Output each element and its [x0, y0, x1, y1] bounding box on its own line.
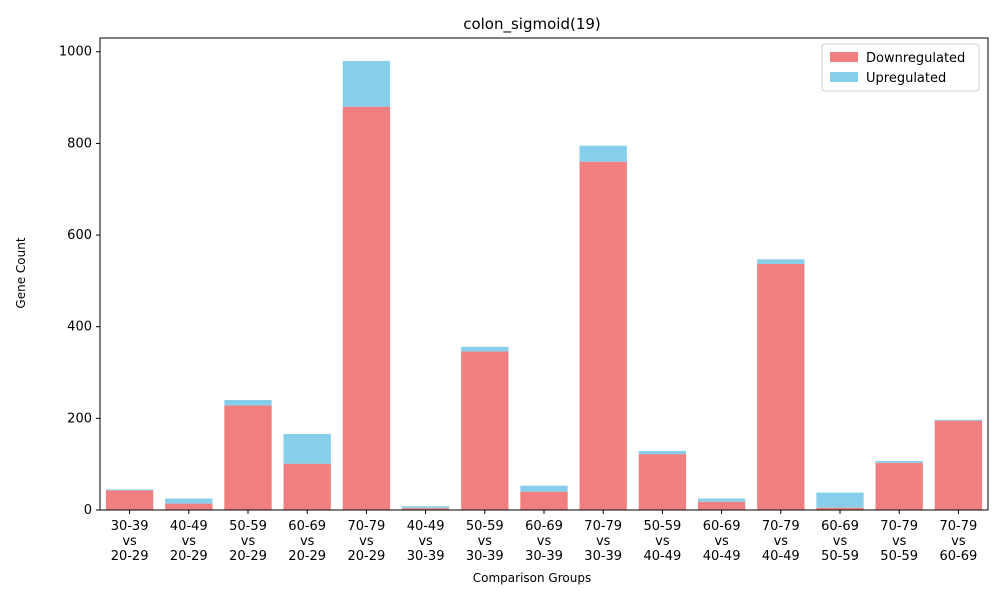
bar-upregulated-5 [401, 506, 450, 509]
x-axis-label: Comparison Groups [473, 571, 591, 585]
legend-swatch-upregulated [830, 72, 858, 82]
x-tick-label: vs [241, 534, 256, 549]
bar-upregulated-12 [816, 492, 864, 508]
x-tick-label: vs [596, 534, 611, 549]
legend-box [821, 43, 980, 92]
bar-upregulated-0 [105, 489, 154, 491]
x-tick-label: 20-29 [170, 549, 208, 564]
y-tick-label: 0 [84, 503, 92, 518]
bar-downregulated-13 [875, 462, 923, 510]
bar-upregulated-6 [461, 346, 509, 352]
bar-downregulated-9 [638, 454, 687, 510]
bar-upregulated-14 [934, 419, 983, 421]
x-tick-label: 70-79 [940, 519, 978, 534]
bar-downregulated-6 [461, 351, 509, 510]
x-tick-label: 70-79 [348, 519, 386, 534]
legend-label-downregulated: Downregulated [866, 51, 965, 66]
x-tick-label: 40-49 [703, 549, 741, 564]
bar-upregulated-9 [638, 450, 687, 455]
x-tick-label: 60-69 [288, 519, 326, 534]
x-tick-label: 60-69 [821, 519, 859, 534]
axes-layer: 0200400600800100030-39vs20-2940-49vs20-2… [59, 37, 989, 564]
x-tick-label: 30-39 [407, 549, 445, 564]
bar-downregulated-2 [224, 405, 272, 510]
bar-upregulated-13 [875, 460, 923, 463]
x-tick-label: 70-79 [762, 519, 800, 534]
bar-downregulated-14 [934, 420, 983, 510]
bar-downregulated-0 [105, 490, 154, 510]
x-tick-label: 50-59 [229, 519, 267, 534]
x-tick-label: 70-79 [880, 519, 918, 534]
bars-layer [105, 60, 983, 511]
x-tick-label: 20-29 [111, 549, 149, 564]
x-tick-label: 50-59 [466, 519, 504, 534]
x-tick-label: 60-69 [940, 549, 978, 564]
legend: Downregulated Upregulated [821, 43, 980, 92]
bar-upregulated-2 [224, 400, 272, 406]
y-tick-label: 400 [67, 320, 92, 335]
x-tick-label: vs [714, 534, 729, 549]
y-tick-label: 600 [67, 228, 92, 243]
x-tick-label: 30-39 [525, 549, 563, 564]
x-tick-label: 20-29 [348, 549, 386, 564]
x-tick-label: 50-59 [880, 549, 918, 564]
x-tick-label: vs [892, 534, 907, 549]
bar-downregulated-5 [401, 508, 450, 510]
x-tick-label: 50-59 [821, 549, 859, 564]
legend-swatch-downregulated [830, 52, 858, 62]
x-tick-label: 40-49 [644, 549, 682, 564]
bar-upregulated-4 [342, 60, 391, 107]
bar-upregulated-7 [520, 485, 568, 492]
x-tick-label: vs [537, 534, 552, 549]
x-tick-label: vs [833, 534, 848, 549]
x-tick-label: vs [655, 534, 670, 549]
x-tick-label: 30-39 [584, 549, 622, 564]
x-tick-label: 60-69 [703, 519, 741, 534]
x-tick-label: vs [122, 534, 137, 549]
bar-downregulated-3 [283, 463, 331, 510]
x-tick-label: 40-49 [170, 519, 208, 534]
y-tick-label: 200 [67, 411, 92, 426]
x-tick-label: 40-49 [762, 549, 800, 564]
bar-upregulated-10 [697, 498, 746, 502]
bar-downregulated-1 [165, 503, 213, 510]
x-tick-label: 20-29 [288, 549, 326, 564]
y-axis-label: Gene Count [14, 237, 28, 308]
bar-upregulated-11 [757, 259, 805, 264]
x-tick-label: 40-49 [407, 519, 445, 534]
x-tick-label: vs [300, 534, 315, 549]
x-tick-label: 50-59 [644, 519, 682, 534]
x-tick-label: vs [359, 534, 374, 549]
x-tick-label: vs [478, 534, 493, 549]
chart-title: colon_sigmoid(19) [463, 15, 601, 34]
bar-upregulated-3 [283, 433, 331, 464]
bar-downregulated-4 [342, 106, 391, 511]
bar-downregulated-10 [697, 501, 746, 510]
bar-downregulated-7 [520, 491, 568, 510]
x-tick-label: vs [418, 534, 433, 549]
y-tick-label: 800 [67, 136, 92, 151]
x-tick-label: vs [951, 534, 966, 549]
bar-downregulated-12 [816, 507, 864, 510]
x-tick-label: 70-79 [584, 519, 622, 534]
x-tick-label: 20-29 [229, 549, 267, 564]
x-tick-label: 30-39 [111, 519, 149, 534]
bar-upregulated-8 [579, 145, 627, 162]
bar-downregulated-11 [757, 263, 805, 510]
y-tick-label: 1000 [59, 45, 92, 60]
bar-upregulated-1 [165, 498, 213, 504]
bar-downregulated-8 [579, 161, 627, 511]
x-tick-label: 30-39 [466, 549, 504, 564]
x-tick-label: vs [774, 534, 789, 549]
x-tick-label: vs [182, 534, 197, 549]
x-tick-label: 60-69 [525, 519, 563, 534]
legend-label-upregulated: Upregulated [866, 71, 946, 86]
